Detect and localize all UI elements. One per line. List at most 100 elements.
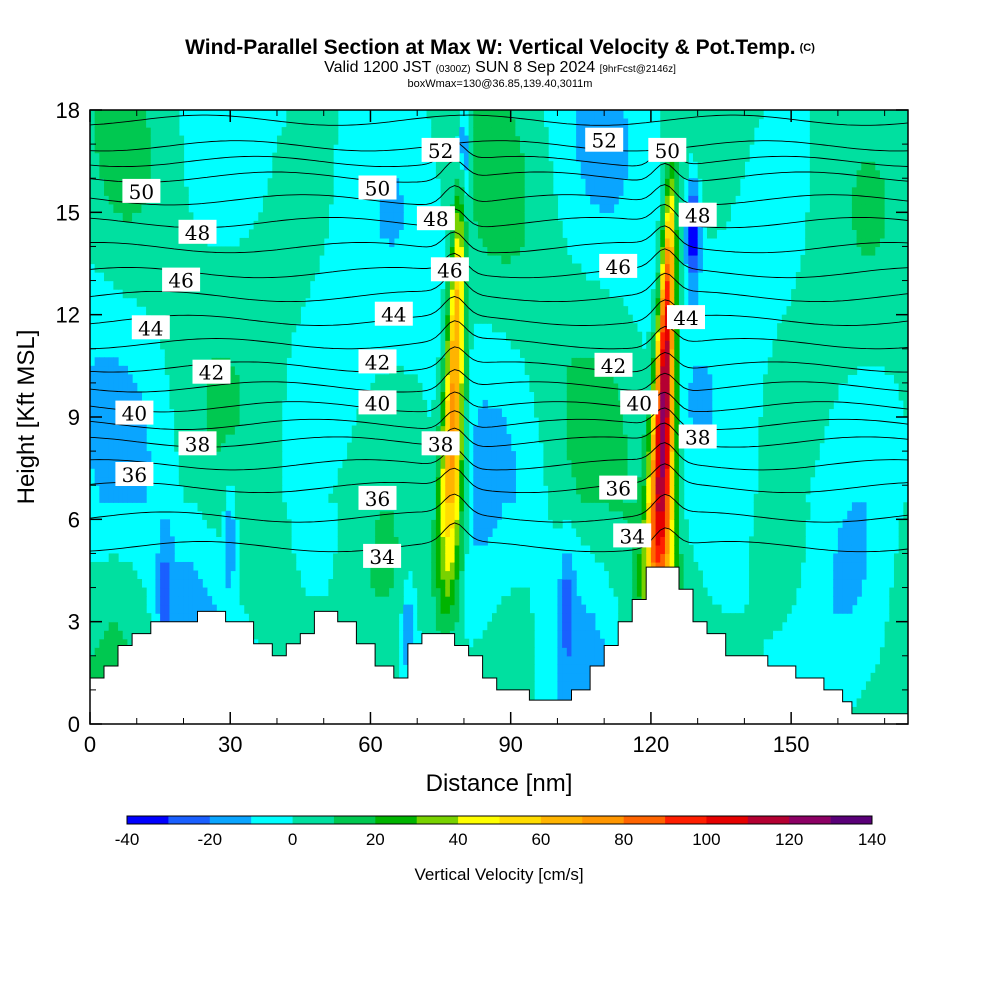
colorbar-tick-label: 20 [366,830,385,849]
x-tick-label: 120 [633,732,670,757]
contour-label-38-2: 38 [421,431,460,456]
x-tick-label: 0 [84,732,96,757]
contour-label-text: 40 [365,391,390,415]
contour-label-text: 50 [365,177,390,201]
colorbar-swatch [168,816,211,824]
colorbar-swatch [375,816,418,824]
contour-label-text: 34 [619,524,644,548]
chart-title-block: Wind-Parallel Section at Max W: Vertical… [0,36,1000,90]
contour-label-text: 36 [122,463,147,487]
contour-label-46-3: 46 [599,253,638,279]
colorbar-tick-label: 40 [449,830,468,849]
colorbar-swatch [458,816,500,824]
y-tick-label: 9 [68,405,80,430]
contour-label-50-2: 50 [358,175,397,201]
contour-label-text: 52 [591,129,616,153]
colorbar-swatch [416,816,459,824]
contour-label-text: 38 [428,432,453,456]
contour-label-text: 42 [365,350,390,374]
contour-label-40-2: 40 [358,390,397,415]
contour-label-text: 40 [122,402,147,426]
contour-label-36-3: 36 [599,475,638,501]
contour-label-text: 44 [138,316,163,340]
contour-label-40-3: 40 [620,390,659,415]
contour-label-42-3: 42 [594,352,633,378]
chart-subtitle: Valid 1200 JST (0300Z) SUN 8 Sep 2024 [9… [324,59,676,76]
contour-label-text: 50 [129,180,154,204]
contour-label-text: 36 [365,487,390,511]
colorbar-tick-label: 80 [614,830,633,849]
contour-label-48-1: 48 [178,219,217,245]
contour-label-text: 48 [685,204,710,228]
y-axis-label: Height [Kft MSL] [13,330,40,505]
contour-label-52-2: 52 [585,127,624,153]
contour-label-34-1: 34 [363,543,402,569]
y-tick-label: 6 [68,507,80,532]
colorbar-swatch [582,816,624,824]
contour-label-text: 38 [685,426,710,450]
copyright-mark: (C) [799,42,815,54]
x-tick-label: 60 [358,732,382,757]
y-tick-label: 15 [56,200,80,225]
contour-label-text: 46 [437,258,462,282]
contour-label-text: 42 [601,354,626,378]
contour-label-40-1: 40 [115,400,154,426]
colorbar: -40 -20 0 20 40 60 80 100 120 140 [115,815,886,849]
colorbar-swatch [251,816,293,824]
contour-label-46-2: 46 [430,257,469,282]
y-tick-label: 18 [56,98,80,123]
contour-label-50-3: 50 [648,137,687,163]
contour-label-text: 50 [655,139,680,163]
x-tick-label: 30 [218,732,242,757]
colorbar-swatch [747,816,790,824]
contour-label-text: 46 [605,255,630,279]
colorbar-swatch [830,816,873,824]
contour-label-text: 34 [369,545,394,569]
x-tick-label: 150 [773,732,810,757]
contour-label-text: 44 [381,303,406,327]
x-axis-label: Distance [nm] [426,770,573,797]
terrain [90,566,908,724]
contour-label-42-1: 42 [192,359,231,385]
contour-label-text: 48 [423,207,448,231]
contour-label-text: 36 [605,477,630,501]
colorbar-swatch [333,816,376,824]
colorbar-swatch [499,816,542,824]
colorbar-swatch [127,816,169,824]
contour-label-text: 48 [185,221,210,245]
contour-label-text: 52 [428,139,453,163]
colorbar-swatch [623,816,666,824]
contour-label-36-1: 36 [115,462,154,487]
y-tick-label: 12 [56,303,80,328]
chart-title: Wind-Parallel Section at Max W: Vertical… [185,36,815,59]
colorbar-tick-label: 120 [775,830,803,849]
contour-label-52-1: 52 [421,137,460,163]
chart-subtitle-2: boxWmax=130@36.85,139.40,3011m [407,78,593,90]
colorbar-title: Vertical Velocity [cm/s] [414,865,583,884]
contour-label-text: 44 [673,306,698,330]
colorbar-tick-label: -20 [198,830,223,849]
contour-label-36-2: 36 [358,485,397,511]
contour-label-48-3: 48 [678,202,717,228]
contour-label-50-1: 50 [122,178,161,204]
colorbar-tick-label: 140 [858,830,886,849]
contour-label-42-2: 42 [358,349,397,374]
colorbar-tick-label: -40 [115,830,140,849]
colorbar-swatch [706,816,749,824]
colorbar-tick-label: 0 [288,830,297,849]
colorbar-swatch [209,816,252,824]
x-axis: 0 30 60 90 120 150 [84,110,886,757]
contour-label-text: 42 [199,361,224,385]
colorbar-swatch [665,816,707,824]
contour-label-text: 46 [168,269,193,293]
contour-label-44-1: 44 [131,315,170,340]
y-tick-label: 3 [68,610,80,635]
y-tick-label: 0 [68,712,80,737]
colorbar-swatch [540,816,583,824]
contour-label-44-3: 44 [667,305,705,330]
contour-label-48-2: 48 [416,206,455,231]
